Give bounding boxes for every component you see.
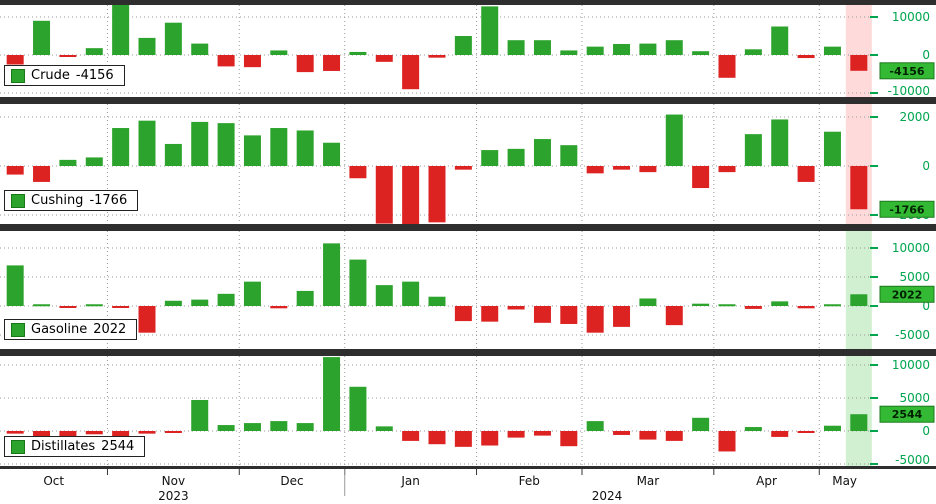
svg-text:0: 0 <box>922 48 930 62</box>
panel-separator-bar <box>0 224 936 231</box>
x-axis-month-label: Dec <box>280 474 303 488</box>
x-axis-year-label: 2023 <box>158 489 189 503</box>
crude-panel-chart: 10000 0 -10000 -4156 <box>0 5 936 97</box>
svg-text:0: 0 <box>922 299 930 313</box>
gasoline-legend: Gasoline 2022 <box>4 319 138 340</box>
cushing-legend-swatch-icon <box>11 193 25 208</box>
cushing-legend-name: Cushing <box>31 193 84 208</box>
distillates-legend-value: 2544 <box>101 439 135 454</box>
cushing-legend-value: -1766 <box>89 193 128 208</box>
svg-text:-1766: -1766 <box>889 203 925 216</box>
x-axis-month-label: Feb <box>519 474 540 488</box>
svg-text:2000: 2000 <box>899 110 930 124</box>
x-axis-month-label: Nov <box>162 474 185 488</box>
svg-text:10000: 10000 <box>892 10 930 24</box>
x-axis-month-label: Jan <box>400 474 420 488</box>
svg-text:5000: 5000 <box>899 391 930 405</box>
gasoline-legend-swatch-icon <box>11 322 25 337</box>
x-axis-year-label: 2024 <box>592 489 623 503</box>
x-axis-month-label: May <box>832 474 857 488</box>
svg-text:2544: 2544 <box>892 408 923 421</box>
svg-text:2022: 2022 <box>892 288 923 301</box>
top-separator-bar <box>0 0 936 5</box>
svg-text:-10000: -10000 <box>887 84 930 97</box>
panel-separator-bar <box>0 97 936 104</box>
gasoline-legend-value: 2022 <box>93 322 127 337</box>
distillates-legend-name: Distillates <box>31 439 96 454</box>
x-axis: Oct Nov Dec Jan Feb Mar Apr May 2023 2024 <box>0 466 936 503</box>
svg-text:0: 0 <box>922 159 930 173</box>
panel-separator-bar <box>0 349 936 356</box>
crude-legend-name: Crude <box>31 68 70 83</box>
gasoline-legend-name: Gasoline <box>31 322 88 337</box>
gasoline-panel-chart: 10000 5000 0 -5000 2022 <box>0 231 936 349</box>
svg-text:10000: 10000 <box>892 358 930 372</box>
crude-legend-swatch-icon <box>11 68 25 83</box>
x-axis-month-label: Apr <box>756 474 777 488</box>
svg-text:-5000: -5000 <box>895 328 930 342</box>
x-axis-month-label: Mar <box>637 474 660 488</box>
svg-text:-4156: -4156 <box>889 65 925 78</box>
cushing-legend: Cushing -1766 <box>4 190 139 211</box>
svg-text:5000: 5000 <box>899 270 930 284</box>
svg-text:0: 0 <box>922 424 930 438</box>
distillates-legend-swatch-icon <box>11 439 25 454</box>
svg-text:10000: 10000 <box>892 241 930 255</box>
x-axis-month-label: Oct <box>43 474 64 488</box>
crude-legend-value: -4156 <box>75 68 114 83</box>
distillates-legend: Distillates 2544 <box>4 436 146 457</box>
crude-legend: Crude -4156 <box>4 65 125 86</box>
distillates-panel-chart: 10000 5000 0 -5000 2544 <box>0 356 936 466</box>
svg-text:-5000: -5000 <box>895 453 930 466</box>
